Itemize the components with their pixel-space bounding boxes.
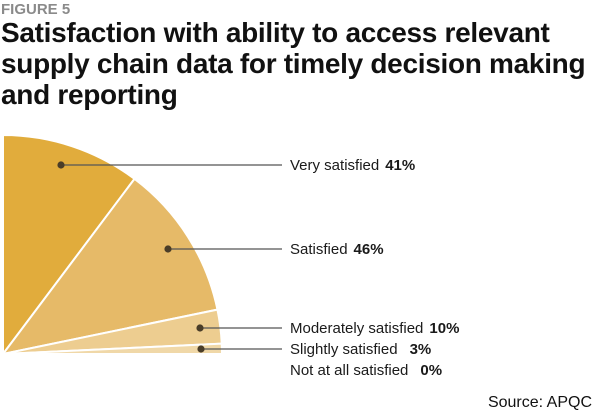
category-label: Not at all satisfied — [290, 362, 408, 379]
leader-dot-satisfied — [164, 245, 172, 253]
slice-very-satisfied — [1, 133, 136, 357]
source-note: Source: APQC — [487, 394, 592, 411]
category-label: Slightly satisfied — [290, 341, 398, 358]
leader-dot-very-satisfied — [57, 161, 65, 169]
label-moderately-satisfied: Moderately satisfied 10% — [290, 320, 459, 337]
value-label: 46% — [354, 241, 384, 258]
chart-title: Satisfaction with ability to access rele… — [1, 17, 586, 110]
value-label: 3% — [410, 341, 432, 358]
category-label: Very satisfied — [290, 157, 379, 174]
label-not-at-all-satisfied: Not at all satisfied 0% — [290, 362, 442, 379]
figure-label: FIGURE 5 — [1, 1, 71, 18]
category-label: Satisfied — [290, 241, 348, 258]
label-satisfied: Satisfied 46% — [290, 241, 384, 258]
value-label: 41% — [385, 157, 415, 174]
value-label: 10% — [429, 320, 459, 337]
slice-satisfied — [0, 177, 219, 356]
label-slightly-satisfied: Slightly satisfied 3% — [290, 341, 431, 358]
leader-lines — [57, 161, 282, 353]
leader-dot-moderately-satisfied — [196, 324, 204, 332]
value-label: 0% — [420, 362, 442, 379]
label-very-satisfied: Very satisfied 41% — [290, 157, 415, 174]
slice-labels: Very satisfied 41% Satisfied 46% Moderately … — [290, 157, 459, 379]
leader-dot-slightly-satisfied — [197, 345, 205, 353]
pie-slices — [0, 133, 224, 357]
category-label: Moderately satisfied — [290, 320, 423, 337]
